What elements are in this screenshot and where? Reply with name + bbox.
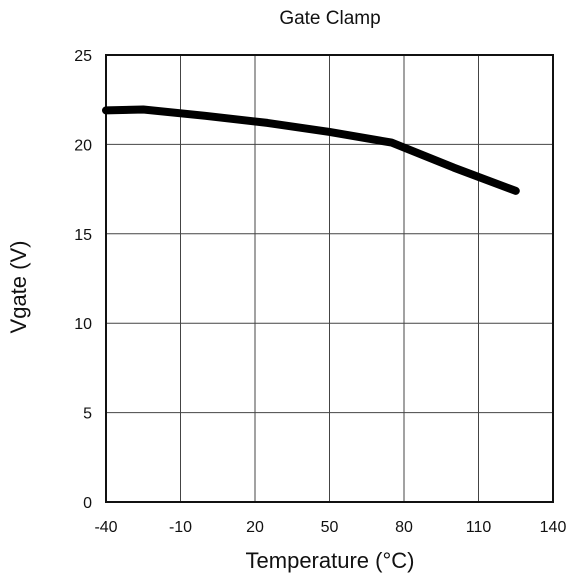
x-tick-label: -10 [169, 519, 192, 536]
y-tick-label: 15 [74, 227, 92, 244]
series-layer [102, 105, 520, 195]
x-tick-label: 80 [395, 519, 413, 536]
y-tick-label: 20 [74, 137, 92, 154]
x-axis-label: Temperature (°C) [246, 548, 415, 573]
x-tick-label: 110 [466, 519, 492, 536]
y-tick-label: 25 [74, 48, 92, 65]
tick-labels: -40 -10 20 50 80 110 140 0 5 10 15 20 25 [74, 48, 566, 536]
y-axis-label: Vgate (V) [6, 241, 31, 334]
x-tick-label: 20 [246, 519, 264, 536]
y-tick-label: 0 [83, 495, 92, 512]
grid [106, 55, 553, 502]
plot-frame [105, 54, 554, 503]
x-tick-label: 140 [540, 519, 567, 536]
series-line [102, 105, 520, 195]
y-tick-label: 5 [83, 406, 92, 423]
x-tick-label: 50 [321, 519, 339, 536]
x-tick-label: -40 [94, 519, 117, 536]
y-tick-label: 10 [74, 316, 92, 333]
chart-title: Gate Clamp [279, 8, 380, 29]
